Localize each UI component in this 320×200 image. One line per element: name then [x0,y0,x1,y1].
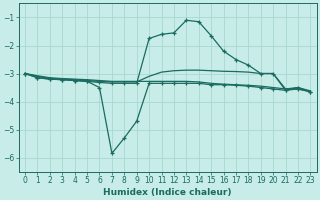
X-axis label: Humidex (Indice chaleur): Humidex (Indice chaleur) [103,188,232,197]
